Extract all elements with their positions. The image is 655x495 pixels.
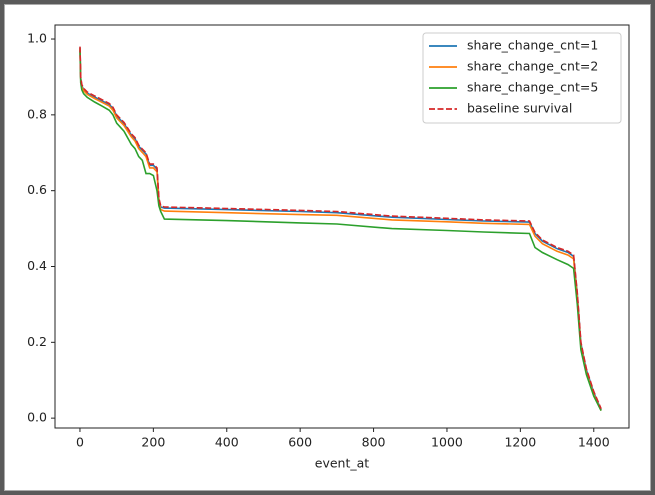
- x-tick-label: 200: [141, 435, 165, 450]
- y-tick-label: 0.0: [27, 410, 47, 425]
- x-tick-label: 600: [288, 435, 312, 450]
- legend-label: baseline survival: [467, 101, 572, 116]
- x-tick-label: 1000: [431, 435, 463, 450]
- y-tick-label: 0.6: [27, 182, 47, 197]
- y-tick-label: 0.2: [27, 334, 47, 349]
- y-tick-label: 0.4: [27, 258, 47, 273]
- y-tick-label: 0.8: [27, 106, 47, 121]
- x-tick-label: 800: [362, 435, 386, 450]
- series-line: [79, 50, 602, 411]
- x-tick-label: 400: [215, 435, 239, 450]
- x-tick-label: 0: [76, 435, 84, 450]
- x-tick-label: 1200: [504, 435, 536, 450]
- legend-label: share_change_cnt=2: [467, 59, 598, 74]
- legend-box: [422, 32, 622, 124]
- plot-frame: [54, 24, 630, 429]
- legend-label: share_change_cnt=5: [467, 80, 598, 95]
- y-tick-label: 1.0: [27, 31, 47, 46]
- legend-label: share_change_cnt=1: [467, 38, 598, 53]
- x-tick-label: 1400: [578, 435, 610, 450]
- x-axis-label: event_at: [315, 456, 370, 471]
